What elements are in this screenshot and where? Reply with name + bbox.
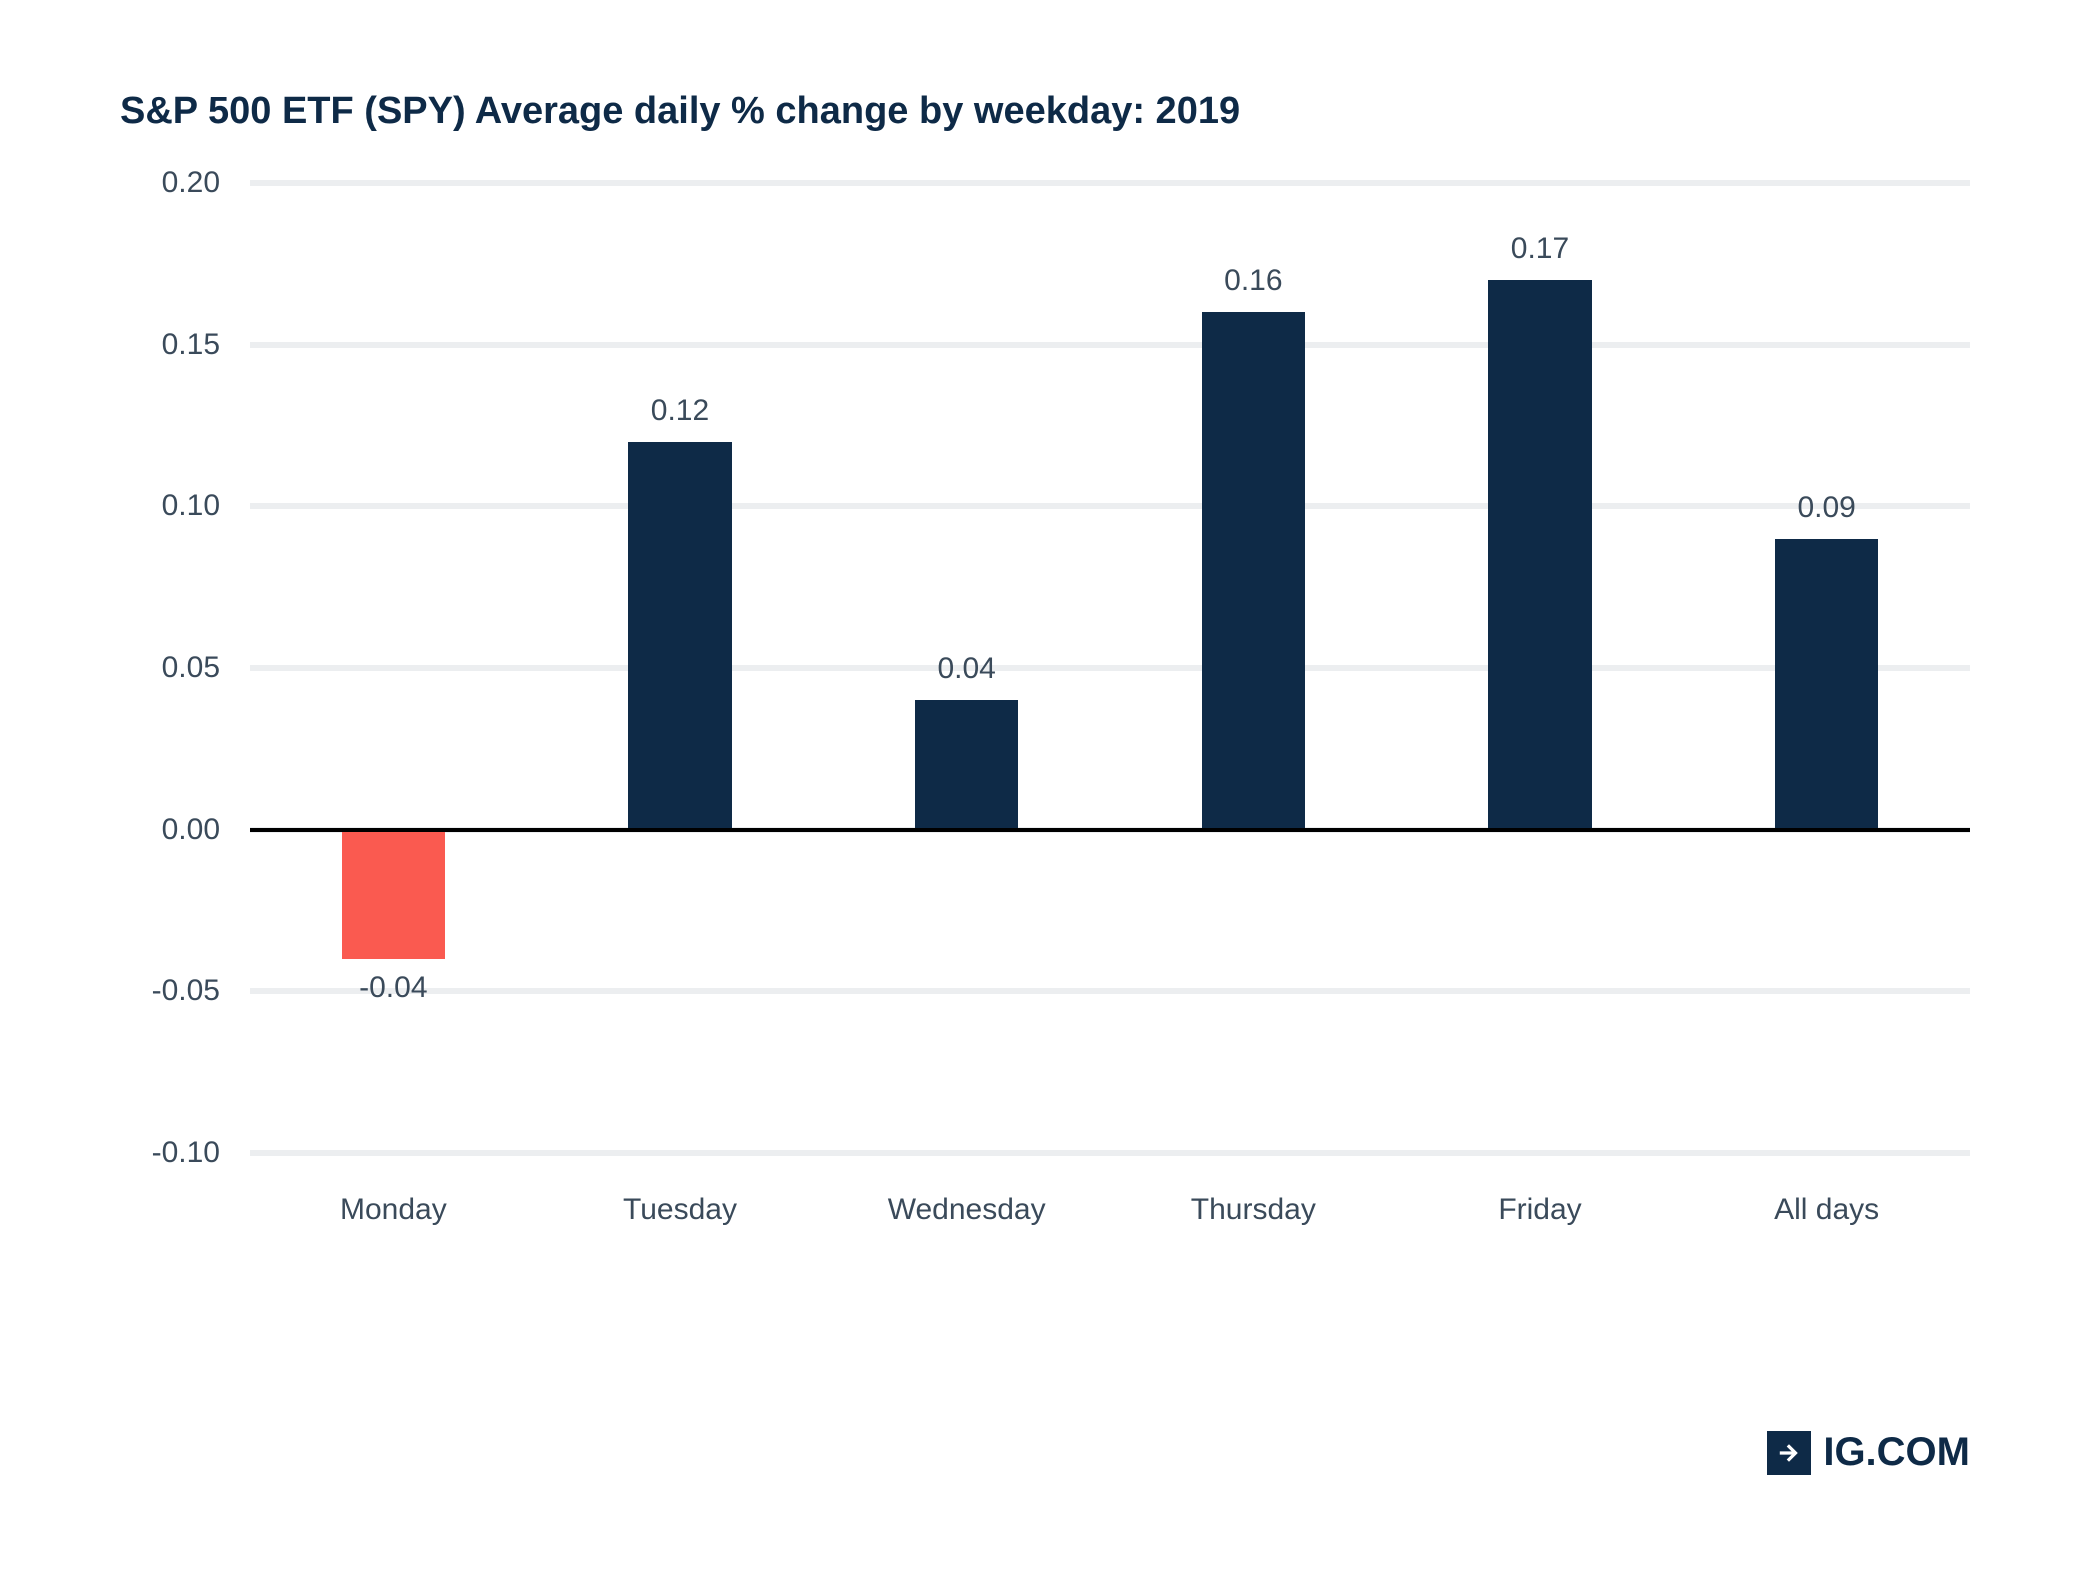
bar <box>1775 539 1878 830</box>
bar-value-label: 0.12 <box>651 394 709 428</box>
x-tick-label: Tuesday <box>623 1193 737 1227</box>
bar-value-label: -0.04 <box>359 971 427 1005</box>
zero-axis-line <box>250 828 1970 832</box>
y-tick-label: -0.10 <box>152 1136 220 1170</box>
x-tick-label: Wednesday <box>888 1193 1046 1227</box>
x-tick-label: Thursday <box>1191 1193 1316 1227</box>
y-tick-label: 0.10 <box>162 489 220 523</box>
bar-slot: 0.17 <box>1397 183 1684 1153</box>
y-tick-label: 0.00 <box>162 813 220 847</box>
y-axis-labels: -0.10-0.050.000.050.100.150.20 <box>120 183 240 1153</box>
bars-layer: -0.04 0.12 0.04 0.16 0.17 0.09 <box>250 183 1970 1153</box>
bar <box>342 830 445 959</box>
bar-slot: -0.04 <box>250 183 537 1153</box>
bar <box>915 700 1018 829</box>
bar-value-label: 0.17 <box>1511 232 1569 266</box>
chart-title: S&P 500 ETF (SPY) Average daily % change… <box>120 90 1980 133</box>
bar-value-label: 0.16 <box>1224 264 1282 298</box>
bar <box>1488 280 1591 830</box>
bar-slot: 0.12 <box>537 183 824 1153</box>
bar <box>628 442 731 830</box>
plot-inner: -0.04 0.12 0.04 0.16 0.17 0.09 <box>250 183 1970 1153</box>
brand-arrow-icon <box>1767 1431 1811 1475</box>
bar-value-label: 0.09 <box>1797 491 1855 525</box>
brand-text: IG.COM <box>1823 1430 1970 1475</box>
y-tick-label: 0.15 <box>162 328 220 362</box>
branding: IG.COM <box>1767 1430 1970 1475</box>
x-tick-label: Monday <box>340 1193 447 1227</box>
bar-value-label: 0.04 <box>937 652 995 686</box>
x-tick-label: All days <box>1774 1193 1879 1227</box>
x-tick-label: Friday <box>1498 1193 1581 1227</box>
chart-container: S&P 500 ETF (SPY) Average daily % change… <box>0 0 2100 1585</box>
y-tick-label: -0.05 <box>152 974 220 1008</box>
bar-slot: 0.04 <box>823 183 1110 1153</box>
y-tick-label: 0.05 <box>162 651 220 685</box>
x-axis-labels: Monday Tuesday Wednesday Thursday Friday All … <box>250 1193 1970 1253</box>
plot-area: -0.10-0.050.000.050.100.150.20 -0.040.12… <box>120 183 1970 1153</box>
y-tick-label: 0.20 <box>162 166 220 200</box>
bar <box>1202 312 1305 829</box>
bar-slot: 0.16 <box>1110 183 1397 1153</box>
bar-slot: 0.09 <box>1683 183 1970 1153</box>
chart-wrap: -0.10-0.050.000.050.100.150.20 -0.040.12… <box>120 183 1980 1253</box>
